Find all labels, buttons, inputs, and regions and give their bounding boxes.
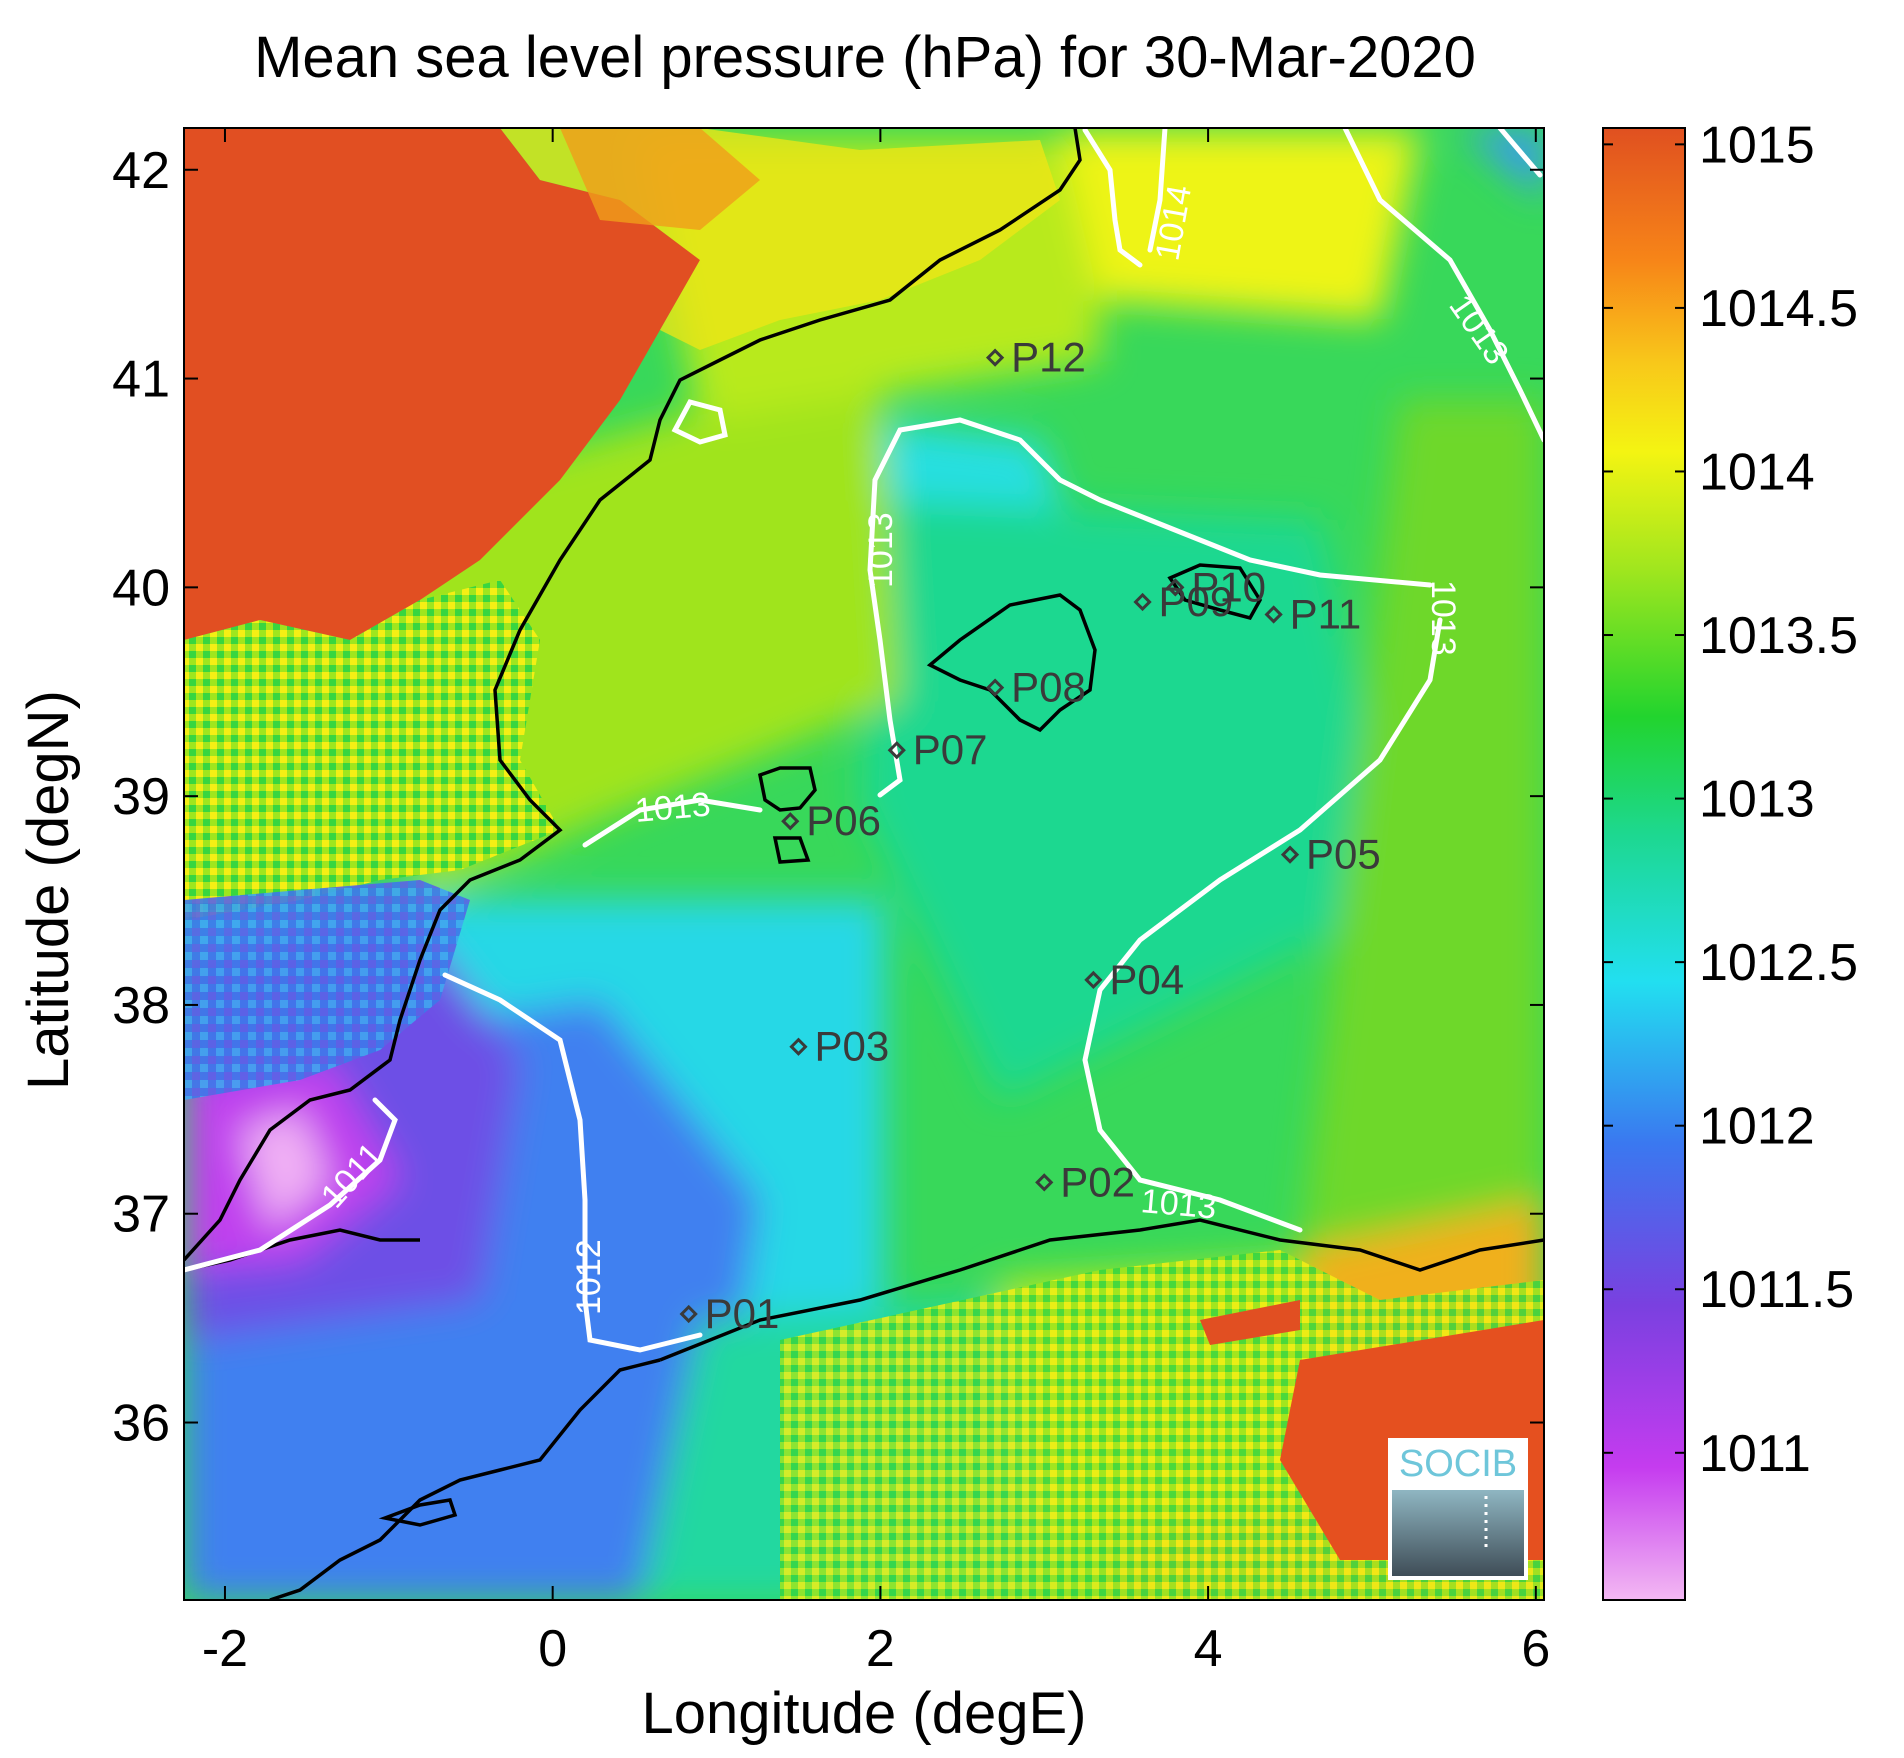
contour-label-1012: 1012	[570, 1239, 608, 1315]
station-label: P03	[814, 1023, 889, 1070]
contour-label-1013-south: 1013	[1139, 1182, 1218, 1226]
contour-label-1013-east: 1013	[1424, 580, 1462, 656]
station-label: P12	[1011, 334, 1086, 381]
station-p11: P11	[1264, 590, 1362, 637]
station-p05: P05	[1280, 831, 1381, 878]
station-p01: P01	[679, 1290, 780, 1337]
station-marker	[1264, 605, 1283, 624]
station-label: P10	[1191, 563, 1266, 610]
coastline	[184, 128, 1544, 1600]
station-p04: P04	[1084, 956, 1184, 1003]
station-marker	[1166, 578, 1185, 597]
x-tick-label: 0	[538, 1620, 567, 1678]
station-p02: P02	[1035, 1158, 1135, 1205]
colorbar-tick-label: 1015	[1699, 116, 1815, 174]
colorbar-tick-label: 1013.5	[1699, 607, 1858, 665]
x-axis-label: Longitude (degE)	[641, 1681, 1087, 1746]
y-tick-label: 41	[112, 351, 170, 409]
plot-frame	[183, 127, 1545, 1601]
socib-logo: SOCIB	[1388, 1438, 1528, 1580]
colorbar-tick-label: 1014	[1699, 443, 1815, 501]
isobars	[184, 128, 1544, 1353]
pressure-field	[184, 128, 1544, 1600]
station-label: P02	[1060, 1158, 1135, 1205]
station-marker	[679, 1304, 698, 1324]
x-tick-label: 2	[866, 1620, 895, 1678]
colorbar-ticks: 1015 1014.5 1014 1013.5 1013 1012.5 1012 1011.5…	[1603, 116, 1858, 1483]
colorbar-tick-label: 1012.5	[1699, 934, 1858, 992]
station-p03: P03	[789, 1023, 889, 1070]
station-label: P06	[806, 797, 881, 844]
station-marker	[781, 812, 800, 831]
station-marker	[1133, 592, 1152, 612]
station-marker	[985, 678, 1005, 697]
station-p12: P12	[985, 334, 1086, 381]
colorbar-tick-label: 1014.5	[1699, 280, 1858, 338]
y-tick-label: 38	[112, 977, 170, 1035]
station-marker	[887, 741, 906, 760]
station-marker	[1280, 845, 1300, 864]
colorbar-tick-label: 1011.5	[1699, 1261, 1854, 1319]
y-tick-label: 39	[112, 768, 170, 826]
station-label: P05	[1306, 831, 1381, 878]
x-tick-label: 4	[1194, 1620, 1223, 1678]
station-marker	[1084, 970, 1103, 990]
axis-ticks	[184, 128, 1544, 1600]
contour-label-1013-mid: 1013	[862, 512, 900, 588]
colorbar-tick-label: 1012	[1699, 1098, 1815, 1156]
station-label: P11	[1290, 590, 1362, 637]
station-p08: P08	[985, 664, 1086, 711]
station-label: P01	[705, 1290, 780, 1337]
x-tick-label: -2	[202, 1620, 248, 1678]
station-p10: P10	[1166, 563, 1266, 610]
colorbar-tick-label: 1013	[1699, 771, 1815, 829]
map-title: Mean sea level pressure (hPa) for 30-Mar…	[254, 25, 1476, 90]
station-label: P08	[1011, 664, 1086, 711]
y-tick-label: 36	[112, 1395, 170, 1453]
colorbar	[1602, 127, 1686, 1601]
station-marker	[1035, 1173, 1054, 1192]
station-label: P07	[913, 726, 988, 773]
station-marker	[789, 1037, 808, 1056]
y-tick-label: 42	[112, 142, 170, 200]
colorbar-tick-label: 1011	[1699, 1425, 1811, 1483]
station-p06: P06	[781, 797, 881, 844]
station-marker	[985, 348, 1005, 367]
station-p07: P07	[887, 726, 988, 773]
y-tick-label: 37	[112, 1186, 170, 1244]
station-label: P04	[1109, 956, 1184, 1003]
x-tick-label: 6	[1521, 1620, 1550, 1678]
socib-logo-text: SOCIB	[1399, 1443, 1517, 1485]
contour-label-1013-west: 1013	[633, 786, 712, 830]
axis-tick-labels: -2 0 2 4 6 36 37 38 39 40 41 42	[112, 142, 1550, 1678]
y-tick-label: 40	[112, 559, 170, 617]
